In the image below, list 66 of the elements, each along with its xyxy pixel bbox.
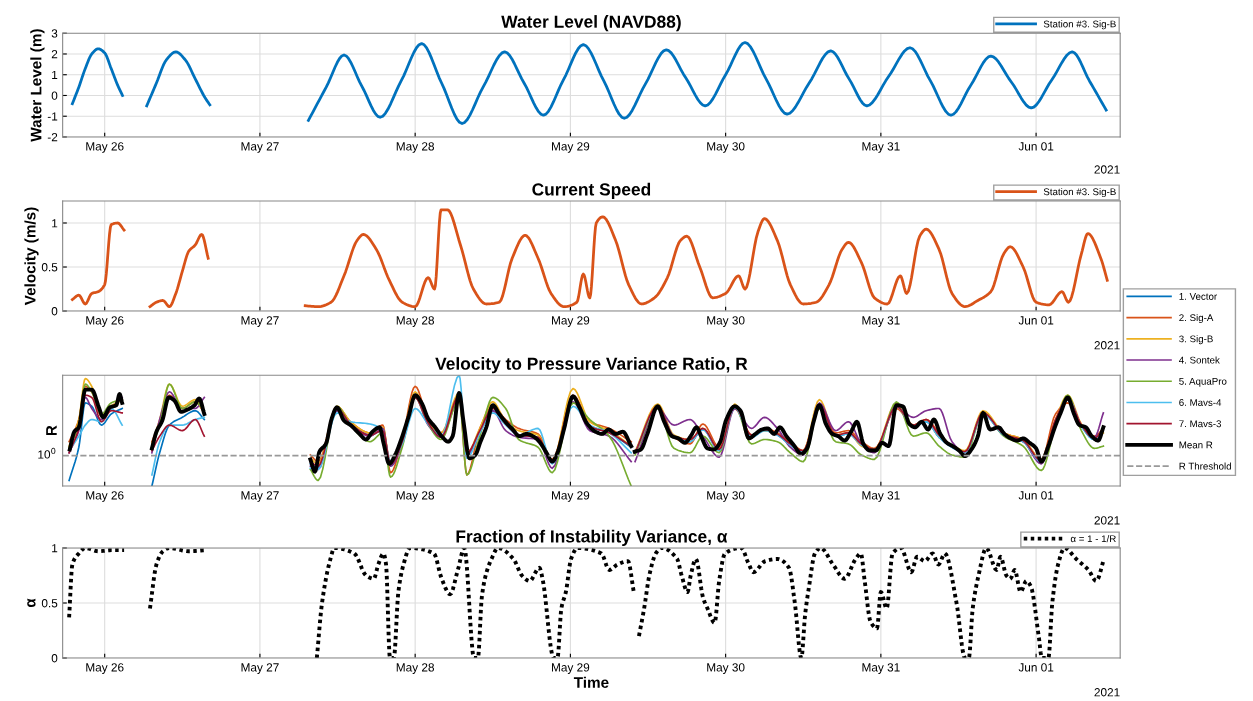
x-tick-label: Jun 01 [1018, 142, 1054, 151]
x-tick-label: May 29 [552, 316, 590, 327]
x-tick-label: May 31 [862, 491, 900, 502]
y-tick-label: 0.5 [41, 263, 58, 272]
y-tick-label: 2 [51, 50, 58, 59]
x-tick-label: May 28 [396, 142, 435, 153]
chart-title: Velocity to Pressure Variance Ratio, R [435, 357, 748, 374]
text: 10$^{0}$ [38, 447, 56, 459]
x-tick-label: May 30 [707, 491, 745, 502]
x-tick-label: May 30 [707, 663, 745, 674]
x-tick-label: May 26 [86, 316, 124, 327]
y-axis-title: α [27, 598, 36, 608]
x-tick-label: May 27 [241, 142, 279, 153]
x-tick-label: May 30 [707, 316, 745, 327]
legend-label: 7. Mavs-3 [1179, 420, 1222, 428]
x-tick-label: May 26 [86, 491, 124, 502]
y-tick-label: 0 [51, 654, 58, 663]
x-tick-label: May 31 [862, 663, 900, 674]
y-tick-label: 1 [52, 219, 58, 228]
y-tick-label: -2 [47, 133, 58, 142]
legend-label: 5. AquaPro [1179, 377, 1227, 387]
text: 2021 [1094, 341, 1120, 350]
legend-label: 6. Mavs-4 [1179, 399, 1222, 406]
x-tick-label: Jun 01 [1018, 316, 1054, 325]
x-tick-label: May 27 [241, 663, 279, 674]
chart-title: Fraction of Instability Variance, α [456, 529, 728, 547]
y-tick-label: -1 [47, 112, 58, 121]
text: 2021 [1094, 516, 1120, 525]
legend-label: 4. Sontek [1178, 356, 1220, 364]
chart-title: Current Speed [532, 182, 651, 200]
y-tick-label: 1 [52, 70, 58, 79]
legend-label: 1. Vector [1179, 293, 1217, 300]
y-tick-label: 3 [51, 29, 58, 38]
y-axis-title: R [46, 425, 57, 436]
x-tick-label: May 28 [396, 491, 435, 502]
legend-label: 2. Sig-A [1179, 313, 1214, 324]
x-tick-label: May 29 [552, 663, 590, 674]
text: 2021 [1094, 688, 1120, 697]
x-tick-label: Jun 01 [1018, 491, 1054, 500]
x-tick-label: Jun 01 [1018, 663, 1054, 672]
y-tick-label: 0.5 [41, 599, 58, 608]
y-tick-label: 0 [51, 307, 58, 316]
x-tick-label: May 28 [396, 316, 435, 327]
legend-label: Mean R [1179, 441, 1213, 449]
y-axis-title: Velocity (m/s) [24, 207, 39, 306]
x-tick-label: May 27 [241, 316, 279, 327]
x-tick-label: May 31 [862, 142, 900, 153]
x-tick-label: May 30 [707, 142, 745, 153]
x-tick-label: May 29 [552, 142, 590, 153]
legend-label: Station #3. Sig-B [1043, 20, 1116, 30]
y-tick-label: 0 [51, 91, 58, 100]
chart-title: Water Level (NAVD88) [501, 15, 681, 32]
legend-label: R Threshold [1179, 462, 1231, 470]
x-axis-title: Time [573, 676, 609, 688]
legend-label: Station #3. Sig-B [1043, 188, 1116, 198]
x-tick-label: May 31 [862, 316, 900, 327]
legend-label: α = 1 - 1/R [1070, 535, 1116, 543]
legend-label: 3. Sig-B [1179, 335, 1213, 345]
x-tick-label: May 26 [86, 663, 124, 674]
x-tick-label: May 27 [241, 491, 279, 502]
y-tick-label: 1 [52, 544, 58, 553]
x-tick-label: May 28 [396, 663, 435, 674]
text: 2021 [1094, 165, 1120, 174]
x-tick-label: May 26 [86, 142, 124, 153]
x-tick-label: May 29 [552, 491, 590, 502]
y-axis-title: Water Level (m) [30, 29, 45, 142]
